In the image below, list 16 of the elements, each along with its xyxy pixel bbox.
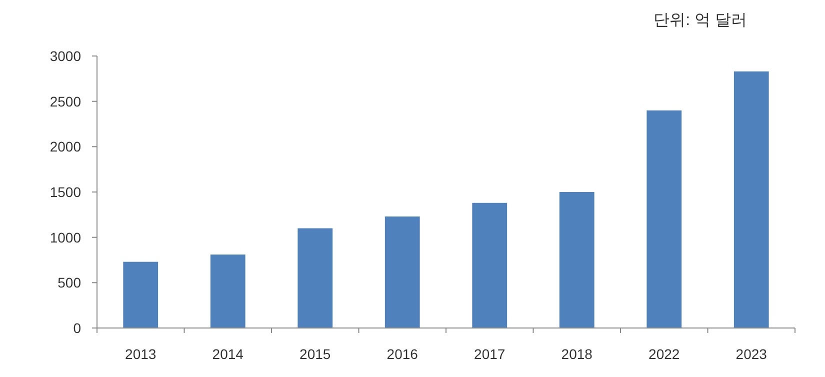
xtick: 2015 — [300, 346, 331, 362]
xtick: 2013 — [125, 346, 156, 362]
xtick: 2018 — [561, 346, 592, 362]
ytick: 2000 — [50, 138, 81, 155]
xtick: 2014 — [212, 346, 244, 362]
annotation: 단위: 억 달러 — [654, 12, 747, 29]
xtick: 2022 — [648, 346, 680, 362]
xtick: 2023 — [736, 346, 767, 362]
xtick: 2016 — [386, 346, 418, 362]
ytick: 2500 — [50, 93, 81, 110]
ytick: 1000 — [50, 229, 81, 246]
xtick: 2017 — [474, 346, 506, 362]
ytick: 500 — [58, 274, 81, 291]
ytick: 0 — [73, 320, 81, 336]
ytick: 3000 — [50, 48, 81, 64]
ytick: 1500 — [50, 184, 81, 200]
